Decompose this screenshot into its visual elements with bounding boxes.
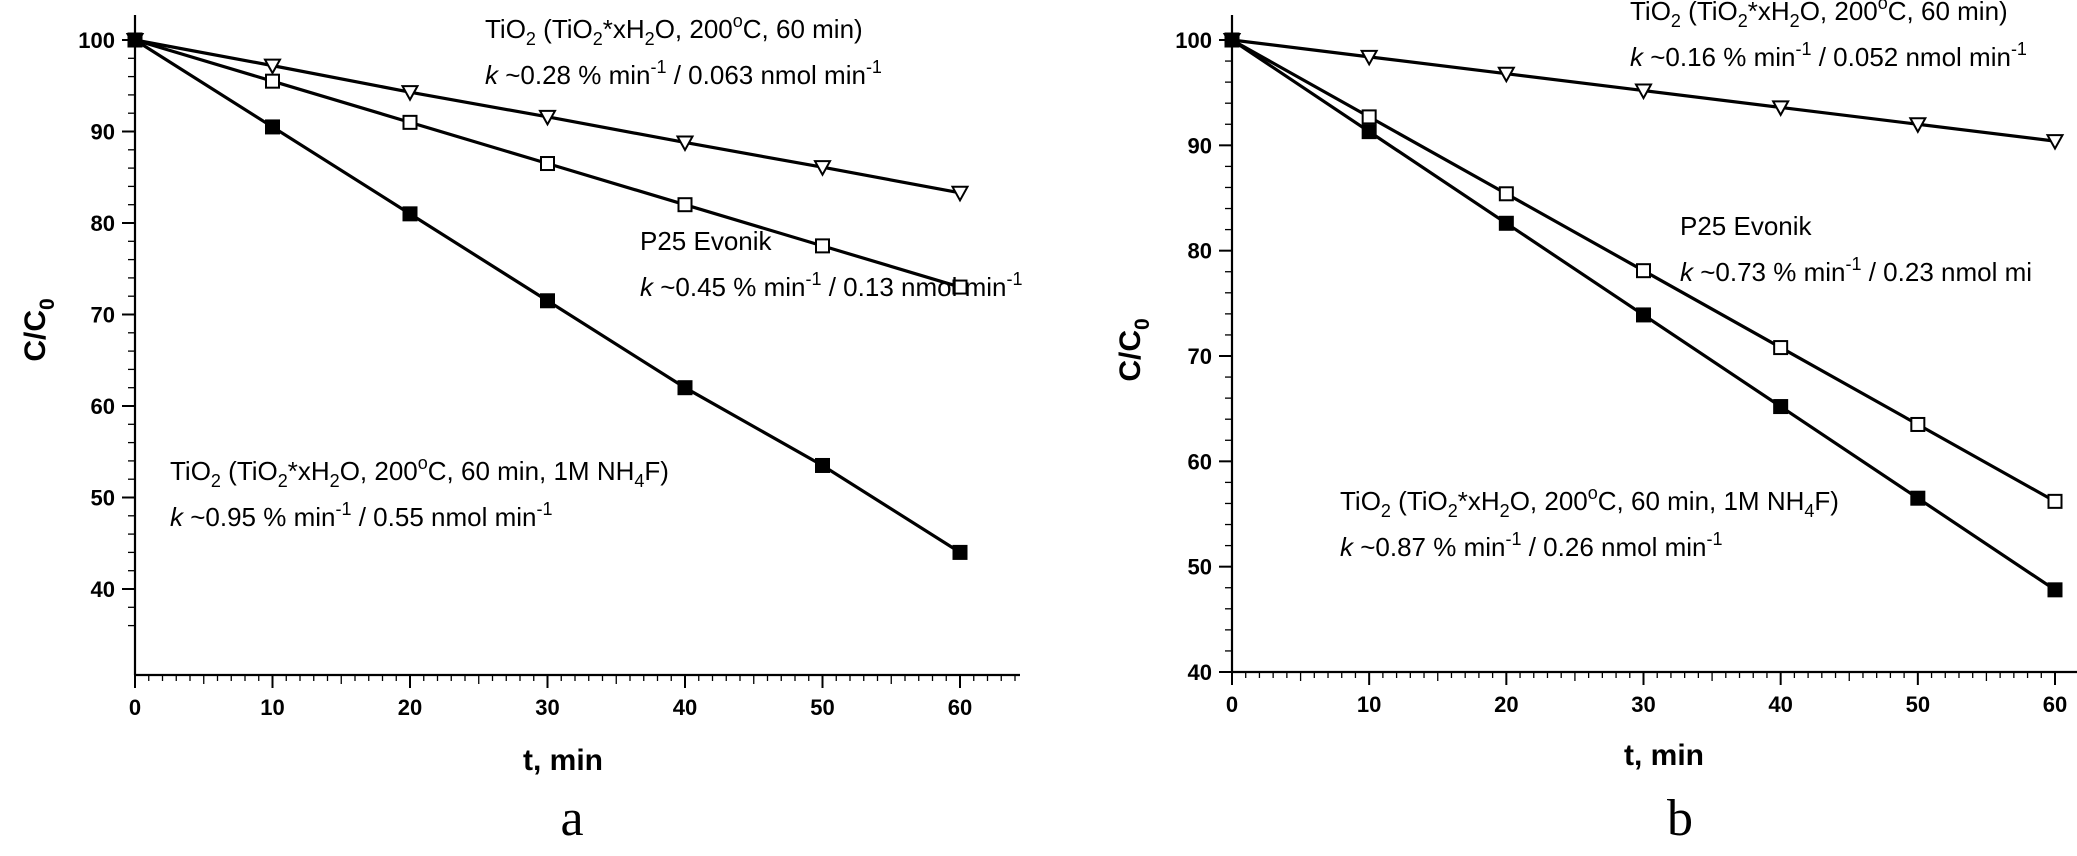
y-tick-label: 80 [91,211,115,236]
annotation-line: P25 Evonik [1680,211,1813,241]
series-filled-square [1224,32,2063,598]
annotation-b1: TiO2 (TiO2*xH2O, 200oC, 60 min) k ~0.16 %… [1630,0,2027,72]
series-open-square [127,32,968,295]
data-point [952,544,968,560]
x-tick-label: 50 [810,695,834,720]
series-filled-square [127,32,968,560]
y-tick-label: 80 [1188,239,1212,264]
y-tick-label: 70 [91,303,115,328]
x-tick-label: 0 [129,695,141,720]
data-point [675,135,695,153]
data-point [1773,399,1789,415]
x-tick-label: 60 [948,695,972,720]
data-point [127,32,143,48]
y-tick-label: 50 [1188,555,1212,580]
data-point [1910,416,1926,432]
y-tick-label: 70 [1188,344,1212,369]
data-point [400,85,420,102]
data-point [1910,490,1926,506]
x-tick-label: 20 [398,695,422,720]
y-tick-label: 40 [91,577,115,602]
annotation-line: TiO2 (TiO2*xH2O, 200oC, 60 min) [1630,0,2008,31]
annotation-a1: TiO2 (TiO2*xH2O, 200oC, 60 min) k ~0.28 %… [485,11,882,90]
data-point [2045,134,2065,151]
data-point [402,114,418,130]
x-tick-label: 30 [535,695,559,720]
data-point [1359,49,1379,67]
x-tick-label: 60 [2043,692,2067,717]
data-point [402,206,418,222]
chart-panel-a: 0 10 20 30 40 50 60 40 50 60 70 80 90 100 t, min C/C0 Ti… [19,11,1023,847]
data-point [1636,263,1651,279]
data-point [263,58,282,76]
data-point [1361,124,1377,140]
data-point [1224,32,1240,48]
data-point [1773,340,1789,356]
annotation-line: k ~0.73 % min-1 / 0.23 nmol mi [1680,254,2032,287]
annotation-line: P25 Evonik [640,226,773,256]
series-open-triangle-down [125,33,970,203]
y-tick-label: 100 [78,28,115,53]
data-point [265,73,280,89]
data-point [813,160,832,177]
x-tick-label: 20 [1494,692,1518,717]
y-axis-title: C/C0 [19,298,59,361]
annotation-line: k ~0.28 % min-1 / 0.063 nmol min-1 [485,57,882,90]
y-tick-label: 90 [91,120,115,145]
data-point [815,457,830,473]
annotation-line: k ~0.16 % min-1 / 0.052 nmol min-1 [1630,39,2027,72]
annotation-line: k ~0.45 % min-1 / 0.13 nmol min-1 [640,269,1023,302]
x-tick-label: 0 [1226,692,1238,717]
annotation-line: k ~0.95 % min-1 / 0.55 nmol min-1 [170,499,553,532]
data-point [2047,582,2063,598]
panel-label: a [560,790,583,847]
annotation-b2: P25 Evonik k ~0.73 % min-1 / 0.23 nmol mi [1680,211,2032,287]
y-axis-title: C/C0 [1114,318,1154,381]
data-point [1771,100,1790,117]
data-point [2047,493,2063,509]
annotation-b3: TiO2 (TiO2*xH2O, 200oC, 60 min, 1M NH4F)… [1340,483,1839,562]
data-point [677,197,693,213]
x-tick-label: 50 [1906,692,1930,717]
panel-label: b [1667,790,1693,847]
annotation-a2: P25 Evonik k ~0.45 % min-1 / 0.13 nmol mi… [640,226,1023,302]
y-tick-label: 100 [1175,28,1212,53]
annotation-line: TiO2 (TiO2*xH2O, 200oC, 60 min, 1M NH4F) [170,453,669,491]
data-point [1498,186,1514,202]
annotation-line: k ~0.87 % min-1 / 0.26 nmol min-1 [1340,529,1723,562]
annotation-line: TiO2 (TiO2*xH2O, 200oC, 60 min) [485,11,863,49]
y-tick-label: 50 [91,486,115,511]
data-point [1498,215,1514,231]
data-point [540,293,555,309]
y-tick-label: 40 [1188,660,1212,685]
data-point [540,156,555,172]
data-point [1497,66,1516,84]
y-tick-label: 60 [91,394,115,419]
x-tick-label: 40 [1768,692,1792,717]
x-tick-label: 30 [1631,692,1655,717]
data-point [1361,109,1377,125]
data-point [952,279,968,295]
chart-panel-b: 0 10 20 30 40 50 60 40 50 60 70 80 90 100 t, min C/C0 Ti… [1114,0,2077,847]
data-point [265,119,280,135]
data-point [538,109,557,127]
x-axis-title: t, min [1624,739,1704,772]
series-open-square [1224,32,2063,509]
x-tick-label: 10 [260,695,284,720]
data-point [1908,117,1928,134]
data-point [1636,307,1651,323]
x-tick-label: 40 [673,695,697,720]
x-tick-label: 10 [1357,692,1381,717]
annotation-line: TiO2 (TiO2*xH2O, 200oC, 60 min, 1M NH4F) [1340,483,1839,521]
data-point [677,380,693,396]
y-tick-label: 60 [1188,449,1212,474]
x-axis-title: t, min [523,744,603,777]
y-tick-label: 90 [1188,133,1212,158]
data-point [1634,83,1653,101]
annotation-a3: TiO2 (TiO2*xH2O, 200oC, 60 min, 1M NH4F)… [170,453,669,532]
data-point [815,238,830,254]
data-point [950,185,970,203]
